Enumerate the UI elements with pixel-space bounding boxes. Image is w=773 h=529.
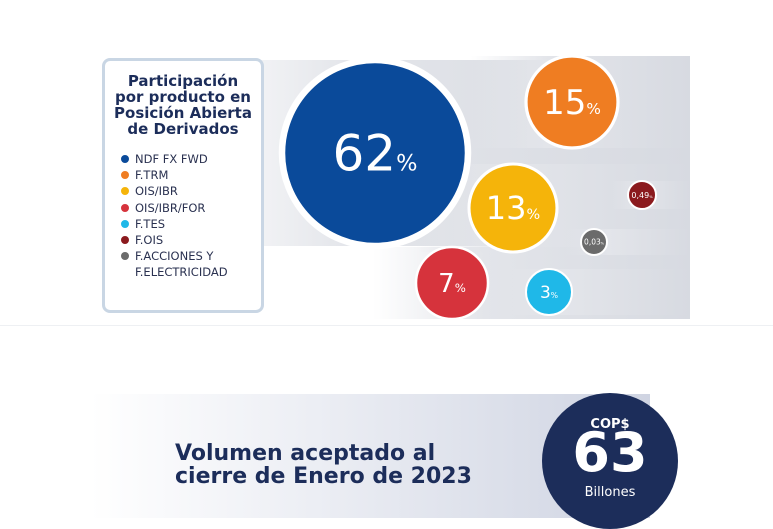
bubble-unit: % [649,195,653,199]
bubble-3: 7% [414,245,490,321]
bubble-value: 15 [543,83,586,123]
legend-label: OIS/IBR [135,184,178,199]
bubble-circle [580,228,608,256]
volume-text: Volumen aceptado al cierre de Enero de 2… [175,441,472,489]
bubble-value: 62 [332,125,396,183]
bubble-5: 0,49% [627,180,657,210]
legend-item: OIS/IBR [121,183,261,199]
bubble-value-label: 62% [332,125,417,183]
bubble-circle [467,162,559,254]
legend-dot [121,187,129,196]
legend-item: F.ELECTRICIDAD [121,264,261,280]
legend-dot [121,252,129,261]
legend-item: F.TRM [121,167,261,183]
legend-item: F.TES [121,216,261,232]
legend-item: F.OIS [121,232,261,248]
bubble-2: 13% [467,162,559,254]
bubble-value: 0,49 [631,191,649,200]
legend-label: F.ACCIONES Y [135,249,214,264]
legend-item: OIS/IBR/FOR [121,200,261,216]
legend-label: NDF FX FWD [135,152,208,166]
bubble-4: 3% [525,268,573,316]
bubble-unit: % [527,207,541,223]
legend-label: F.OIS [135,233,164,248]
bubble-circle [525,268,573,316]
bubble-1: 15% [524,54,620,150]
legend-dot [121,219,129,228]
bubble-value: 7 [438,269,455,299]
volume-circle: COP$ 63 Billones [542,393,678,529]
bubble-value-label: 13% [486,189,540,227]
bubble-circle [278,56,472,250]
bubble-value-label: 15% [543,83,601,123]
bubble-value-label: 0,03% [584,238,604,247]
section-divider [0,325,773,326]
legend-label: OIS/IBR/FOR [135,200,206,215]
volume-currency: COP$ [590,417,630,432]
legend-item: NDF FX FWD [121,151,261,167]
bubble-unit: % [601,242,604,246]
volume-unit: Billones [584,485,636,500]
volume-amount: 63 [572,421,648,484]
legend-dot [121,171,129,180]
legend-dot [121,203,129,212]
legend-label: F.TES [135,216,166,231]
bubble-circle [627,180,657,210]
bubble-0: 62% [278,56,472,250]
legend-dot [121,155,129,163]
bubble-unit: % [586,100,601,118]
bubble-unit: % [455,281,466,295]
legend-title: Participación por producto en Posición A… [114,72,252,138]
legend-dot [121,236,129,245]
legend-list: NDF FX FWD F.TRM OIS/IBR OIS/IBR/FOR F.TES F.… [121,151,261,281]
bubble-value: 3 [540,283,551,303]
bubble-unit: % [396,151,417,177]
bubble-value-label: 3% [540,283,558,303]
bubble-value-label: 0,49% [631,191,653,200]
legend-label: F.ELECTRICIDAD [135,265,228,280]
legend-label: F.TRM [135,168,169,183]
bubble-circle [414,245,490,321]
bubble-6: 0,03% [580,228,608,256]
bubble-circle [524,54,620,150]
bubble-value: 0,03 [584,238,601,247]
legend-item: F.ACCIONES Y [121,248,261,264]
bubble-chart: 62%15%13%7% 3%0,49%0,03% [170,54,690,321]
bubble-value-label: 7% [438,269,466,299]
bubble-value: 13 [486,189,527,227]
bubble-unit: % [551,291,558,300]
legend-box: Participación por producto en Posición A… [102,58,264,313]
